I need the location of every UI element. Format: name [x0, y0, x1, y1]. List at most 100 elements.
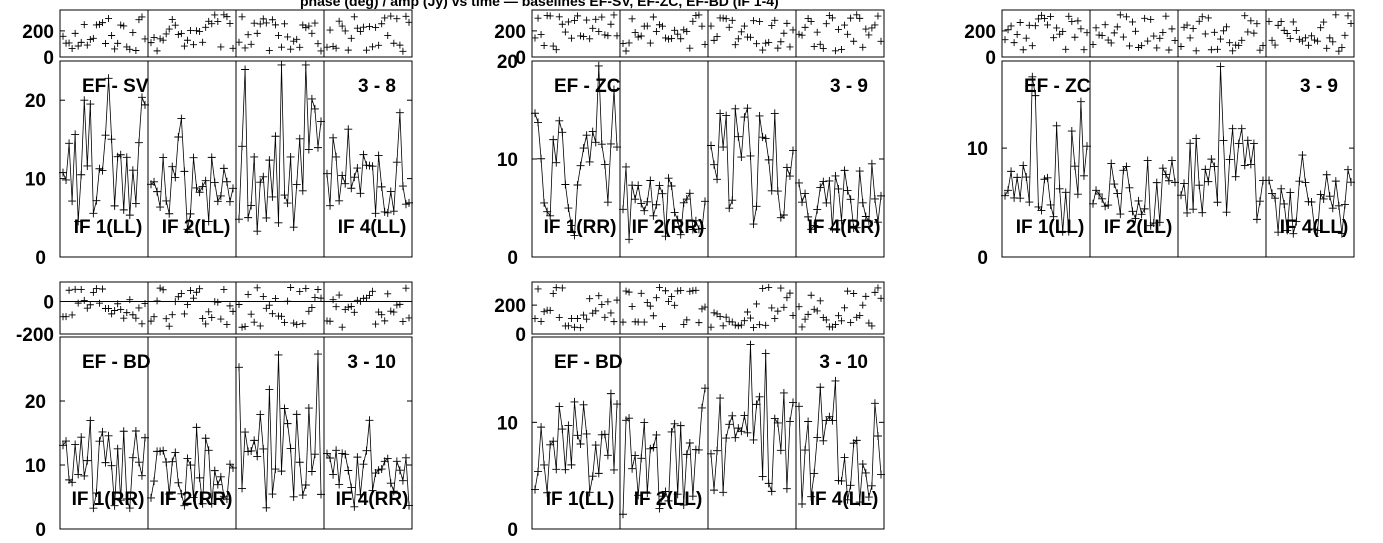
amp-point	[1095, 190, 1104, 199]
phase-point	[774, 44, 782, 52]
amp-point	[59, 441, 67, 450]
phase-point	[381, 14, 389, 22]
phase-point	[241, 44, 249, 52]
phase-point	[105, 304, 113, 312]
amp-point	[1283, 226, 1292, 235]
phase-point	[753, 300, 761, 308]
amp-point	[600, 160, 609, 169]
amp-point	[1265, 176, 1273, 185]
amp-point	[98, 427, 107, 436]
phase-point	[671, 26, 679, 34]
phase-point	[838, 317, 846, 325]
phase-point	[740, 22, 748, 30]
amp-trace-if-1	[534, 65, 618, 236]
amp-point	[831, 376, 840, 385]
amp-point	[134, 138, 143, 147]
phase-point	[798, 323, 806, 331]
phase-point	[105, 15, 113, 23]
amp-point	[326, 454, 335, 463]
phase-point	[1065, 12, 1073, 20]
phase-point	[1259, 42, 1267, 50]
phase-point	[108, 31, 116, 39]
phase-point	[652, 27, 660, 35]
amp-point	[304, 145, 313, 154]
phase-point	[1144, 37, 1152, 45]
amp-point	[1271, 194, 1280, 203]
amp-point	[271, 132, 280, 141]
amp-point	[256, 178, 265, 187]
phase-point	[220, 11, 228, 19]
amp-trace-if-3	[710, 344, 794, 493]
amp-point	[71, 130, 80, 139]
phase-point	[402, 284, 410, 292]
phase-point	[577, 32, 585, 40]
phase-point	[1265, 17, 1273, 25]
phase-point	[1077, 25, 1085, 33]
phase-tick-label: 0	[43, 293, 54, 314]
if-label: IF 2(RR)	[632, 217, 705, 238]
phase-point	[162, 315, 170, 323]
amp-point	[365, 416, 374, 425]
phase-point	[1125, 42, 1133, 50]
phase-point	[1183, 21, 1191, 29]
amp-point	[265, 156, 274, 165]
phase-point	[698, 305, 706, 313]
phase-point	[1268, 36, 1276, 44]
phase-point	[716, 312, 724, 320]
phase-point	[701, 303, 709, 311]
phase-point	[564, 322, 572, 330]
phase-point	[1341, 31, 1349, 39]
amp-point	[1337, 229, 1346, 238]
amp-points-if-2	[619, 162, 709, 244]
amp-point	[798, 198, 807, 207]
phase-point	[165, 25, 173, 33]
phase-point	[238, 13, 246, 21]
phase-point	[123, 309, 131, 317]
phase-point	[117, 306, 125, 314]
amp-point	[640, 418, 649, 427]
phase-point	[287, 45, 295, 53]
amp-points-if-3	[707, 104, 797, 229]
amp-point	[728, 196, 737, 205]
amp-point	[573, 431, 582, 440]
phase-point	[86, 301, 94, 309]
amp-point	[216, 472, 225, 481]
amp-point	[377, 182, 386, 191]
phase-point	[783, 19, 791, 27]
amp-point	[186, 209, 195, 218]
amp-point	[567, 221, 576, 230]
amp-point	[122, 494, 131, 503]
amp-trace-if-3	[710, 108, 794, 225]
amp-point	[564, 421, 573, 430]
amp-point	[740, 113, 749, 122]
phase-point	[592, 307, 600, 315]
amp-point	[356, 490, 365, 499]
amp-point	[843, 186, 852, 195]
phase-point	[613, 32, 621, 40]
phase-point	[795, 303, 803, 311]
phase-points-if-4	[795, 284, 885, 331]
amp-point	[737, 427, 746, 436]
phase-point	[290, 319, 298, 327]
phase-point	[570, 17, 578, 25]
amp-point	[1171, 178, 1179, 187]
phase-point	[662, 287, 670, 295]
phase-point	[147, 39, 155, 47]
phase-point	[378, 20, 386, 28]
phase-point	[341, 27, 349, 35]
phase-point	[1113, 23, 1121, 31]
phase-tick-label: 200	[22, 22, 54, 43]
phase-tick-label: 0	[985, 48, 996, 69]
phase-point	[202, 320, 210, 328]
phase-point	[595, 28, 603, 36]
amp-point	[1231, 172, 1240, 181]
phase-point	[202, 23, 210, 31]
amp-point	[613, 400, 621, 409]
amp-point	[591, 138, 600, 147]
amp-point	[828, 224, 837, 233]
phase-point	[229, 307, 237, 315]
amp-point	[128, 453, 137, 462]
amp-point	[658, 492, 667, 501]
